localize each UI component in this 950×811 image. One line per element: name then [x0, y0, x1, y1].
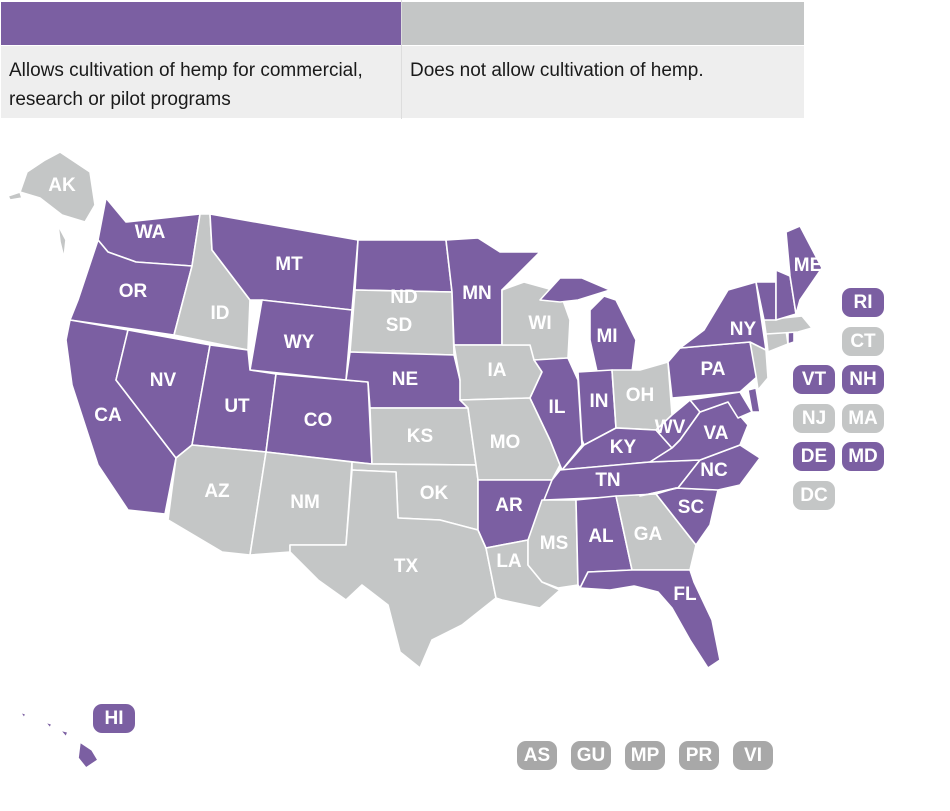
badge-ri[interactable]: RI — [842, 288, 884, 317]
state-md[interactable] — [689, 391, 753, 419]
label-wi: WI — [528, 313, 551, 334]
badge-dc[interactable]: DC — [793, 481, 835, 510]
label-me: ME — [794, 255, 823, 276]
state-fl[interactable] — [579, 569, 721, 669]
badge-hi[interactable]: HI — [93, 704, 135, 733]
badge-ct[interactable]: CT — [842, 327, 884, 356]
label-la: LA — [496, 551, 522, 572]
label-tn: TN — [595, 470, 620, 491]
label-ga: GA — [634, 524, 663, 545]
label-ne: NE — [392, 369, 418, 390]
state-tx[interactable] — [289, 469, 497, 669]
legend-label-allows: Allows cultivation of hemp for commercia… — [1, 46, 401, 118]
legend-divider — [401, 0, 402, 119]
label-ok: OK — [420, 483, 449, 504]
label-az: AZ — [204, 481, 230, 502]
label-il: IL — [549, 397, 566, 418]
label-sd: SD — [386, 315, 412, 336]
legend-swatch-allows — [1, 2, 401, 45]
legend-swatch-not-allowed — [402, 2, 804, 45]
badge-pr[interactable]: PR — [679, 741, 719, 770]
label-sc: SC — [678, 497, 705, 518]
state-hi[interactable] — [19, 711, 99, 769]
label-mo: MO — [490, 432, 521, 453]
label-id: ID — [211, 303, 230, 324]
badge-gu[interactable]: GU — [571, 741, 611, 770]
map-legend: Allows cultivation of hemp for commercia… — [0, 0, 804, 119]
state-ak-islands — [7, 191, 67, 259]
label-in: IN — [590, 391, 609, 412]
label-ut: UT — [224, 396, 250, 417]
state-me[interactable] — [785, 225, 823, 315]
badge-mp[interactable]: MP — [625, 741, 665, 770]
badge-md[interactable]: MD — [842, 442, 884, 471]
label-ky: KY — [610, 437, 637, 458]
badge-vi[interactable]: VI — [733, 741, 773, 770]
badge-nh[interactable]: NH — [842, 365, 884, 394]
label-nv: NV — [150, 370, 177, 391]
badge-de[interactable]: DE — [793, 442, 835, 471]
label-ks: KS — [407, 426, 433, 447]
state-ak[interactable] — [19, 151, 96, 223]
badge-as[interactable]: AS — [517, 741, 557, 770]
label-pa: PA — [701, 359, 726, 380]
label-ia: IA — [488, 360, 507, 381]
label-va: VA — [704, 423, 729, 444]
label-ms: MS — [540, 533, 569, 554]
state-de[interactable] — [747, 387, 761, 413]
label-ak: AK — [48, 175, 76, 196]
state-mi[interactable] — [539, 277, 637, 377]
label-ca: CA — [94, 405, 122, 426]
label-tx: TX — [394, 556, 419, 577]
label-ny: NY — [730, 319, 757, 340]
label-wv: WV — [655, 417, 686, 438]
label-co: CO — [304, 410, 333, 431]
label-nc: NC — [700, 460, 728, 481]
label-fl: FL — [673, 584, 697, 605]
label-oh: OH — [626, 385, 655, 406]
badge-ma[interactable]: MA — [842, 404, 884, 433]
label-mn: MN — [462, 283, 492, 304]
label-nm: NM — [290, 492, 320, 513]
badge-nj[interactable]: NJ — [793, 404, 835, 433]
label-al: AL — [588, 526, 614, 547]
state-nc[interactable] — [639, 444, 761, 497]
state-nd[interactable] — [354, 239, 453, 293]
label-ar: AR — [495, 495, 523, 516]
label-wy: WY — [284, 332, 315, 353]
label-nd: ND — [390, 287, 417, 308]
legend-label-not-allowed: Does not allow cultivation of hemp. — [402, 46, 804, 118]
label-mi: MI — [596, 326, 617, 347]
badge-vt[interactable]: VT — [793, 365, 835, 394]
state-va[interactable] — [649, 401, 749, 463]
label-wa: WA — [135, 222, 166, 243]
label-mt: MT — [275, 254, 303, 275]
label-or: OR — [119, 281, 148, 302]
